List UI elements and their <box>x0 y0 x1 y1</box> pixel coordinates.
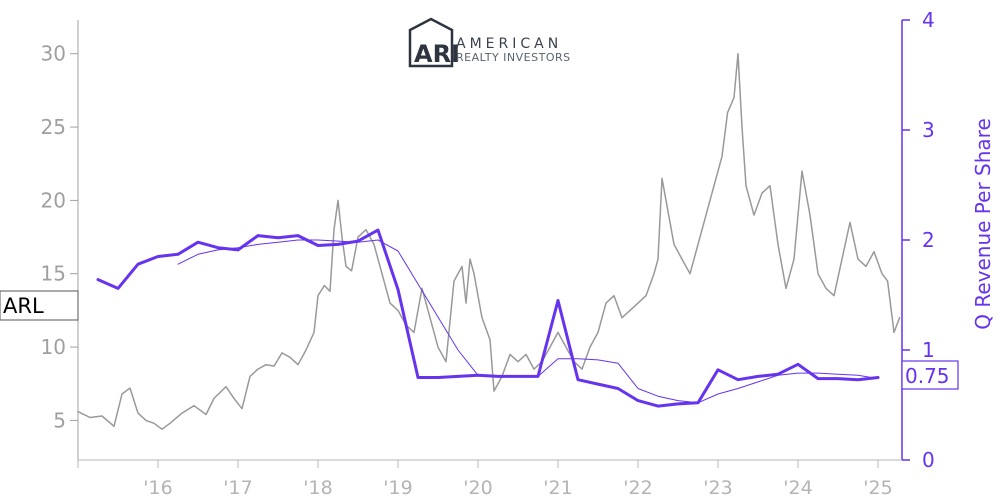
series-revenue_average-line <box>177 239 879 404</box>
logo-mark: ARI <box>414 40 460 68</box>
right-tick-label: 0 <box>922 448 935 472</box>
x-tick-label: '25 <box>863 477 892 499</box>
x-tick-label: '23 <box>703 477 732 499</box>
company-logo: ARI AMERICAN REALTY INVESTORS <box>408 17 571 68</box>
last-value-label: 0.75 <box>901 360 959 390</box>
x-tick-label: '24 <box>783 477 812 499</box>
x-tick-label: '19 <box>383 477 412 499</box>
right-tick-label: 4 <box>922 8 935 32</box>
left-tick-label: 15 <box>41 262 66 286</box>
right-tick-label: 3 <box>922 118 935 142</box>
x-tick-label: '18 <box>303 477 332 499</box>
left-tick-label: 10 <box>41 335 66 359</box>
last-value-box <box>901 360 959 390</box>
ticker-box <box>0 290 79 321</box>
x-tick-label: '17 <box>223 477 252 499</box>
x-tick-label: '21 <box>543 477 572 499</box>
left-tick-label: 20 <box>41 188 66 212</box>
right-axis-ticks: 0 1 2 3 4 <box>902 8 935 472</box>
series-layer <box>77 52 901 430</box>
logo-house-icon <box>408 17 454 68</box>
series-price-line <box>77 52 901 430</box>
left-tick-label: 25 <box>41 115 66 139</box>
left-axis-ticks: 5 10 15 20 25 30 <box>41 42 78 432</box>
logo-line-2: REALTY INVESTORS <box>456 51 571 64</box>
left-tick-label: 5 <box>53 408 66 432</box>
x-tick-label: '22 <box>623 477 652 499</box>
last-value-text: 0.75 <box>905 364 950 388</box>
logo-line-1: AMERICAN <box>456 36 562 52</box>
series-revenue-line <box>96 228 880 408</box>
right-tick-label: 2 <box>922 228 935 252</box>
ticker-label: ARL <box>0 290 79 321</box>
x-tick-label: '16 <box>143 477 172 499</box>
x-tick-label: '20 <box>463 477 492 499</box>
ticker-text: ARL <box>3 294 44 318</box>
right-tick-label: 1 <box>922 338 935 362</box>
left-tick-label: 30 <box>41 42 66 66</box>
y-axis-right-label: Q Revenue Per Share <box>971 118 995 330</box>
x-axis-ticks: '16 '17 '18 '19 '20 '21 '22 '23 '24 '25 <box>77 460 893 499</box>
